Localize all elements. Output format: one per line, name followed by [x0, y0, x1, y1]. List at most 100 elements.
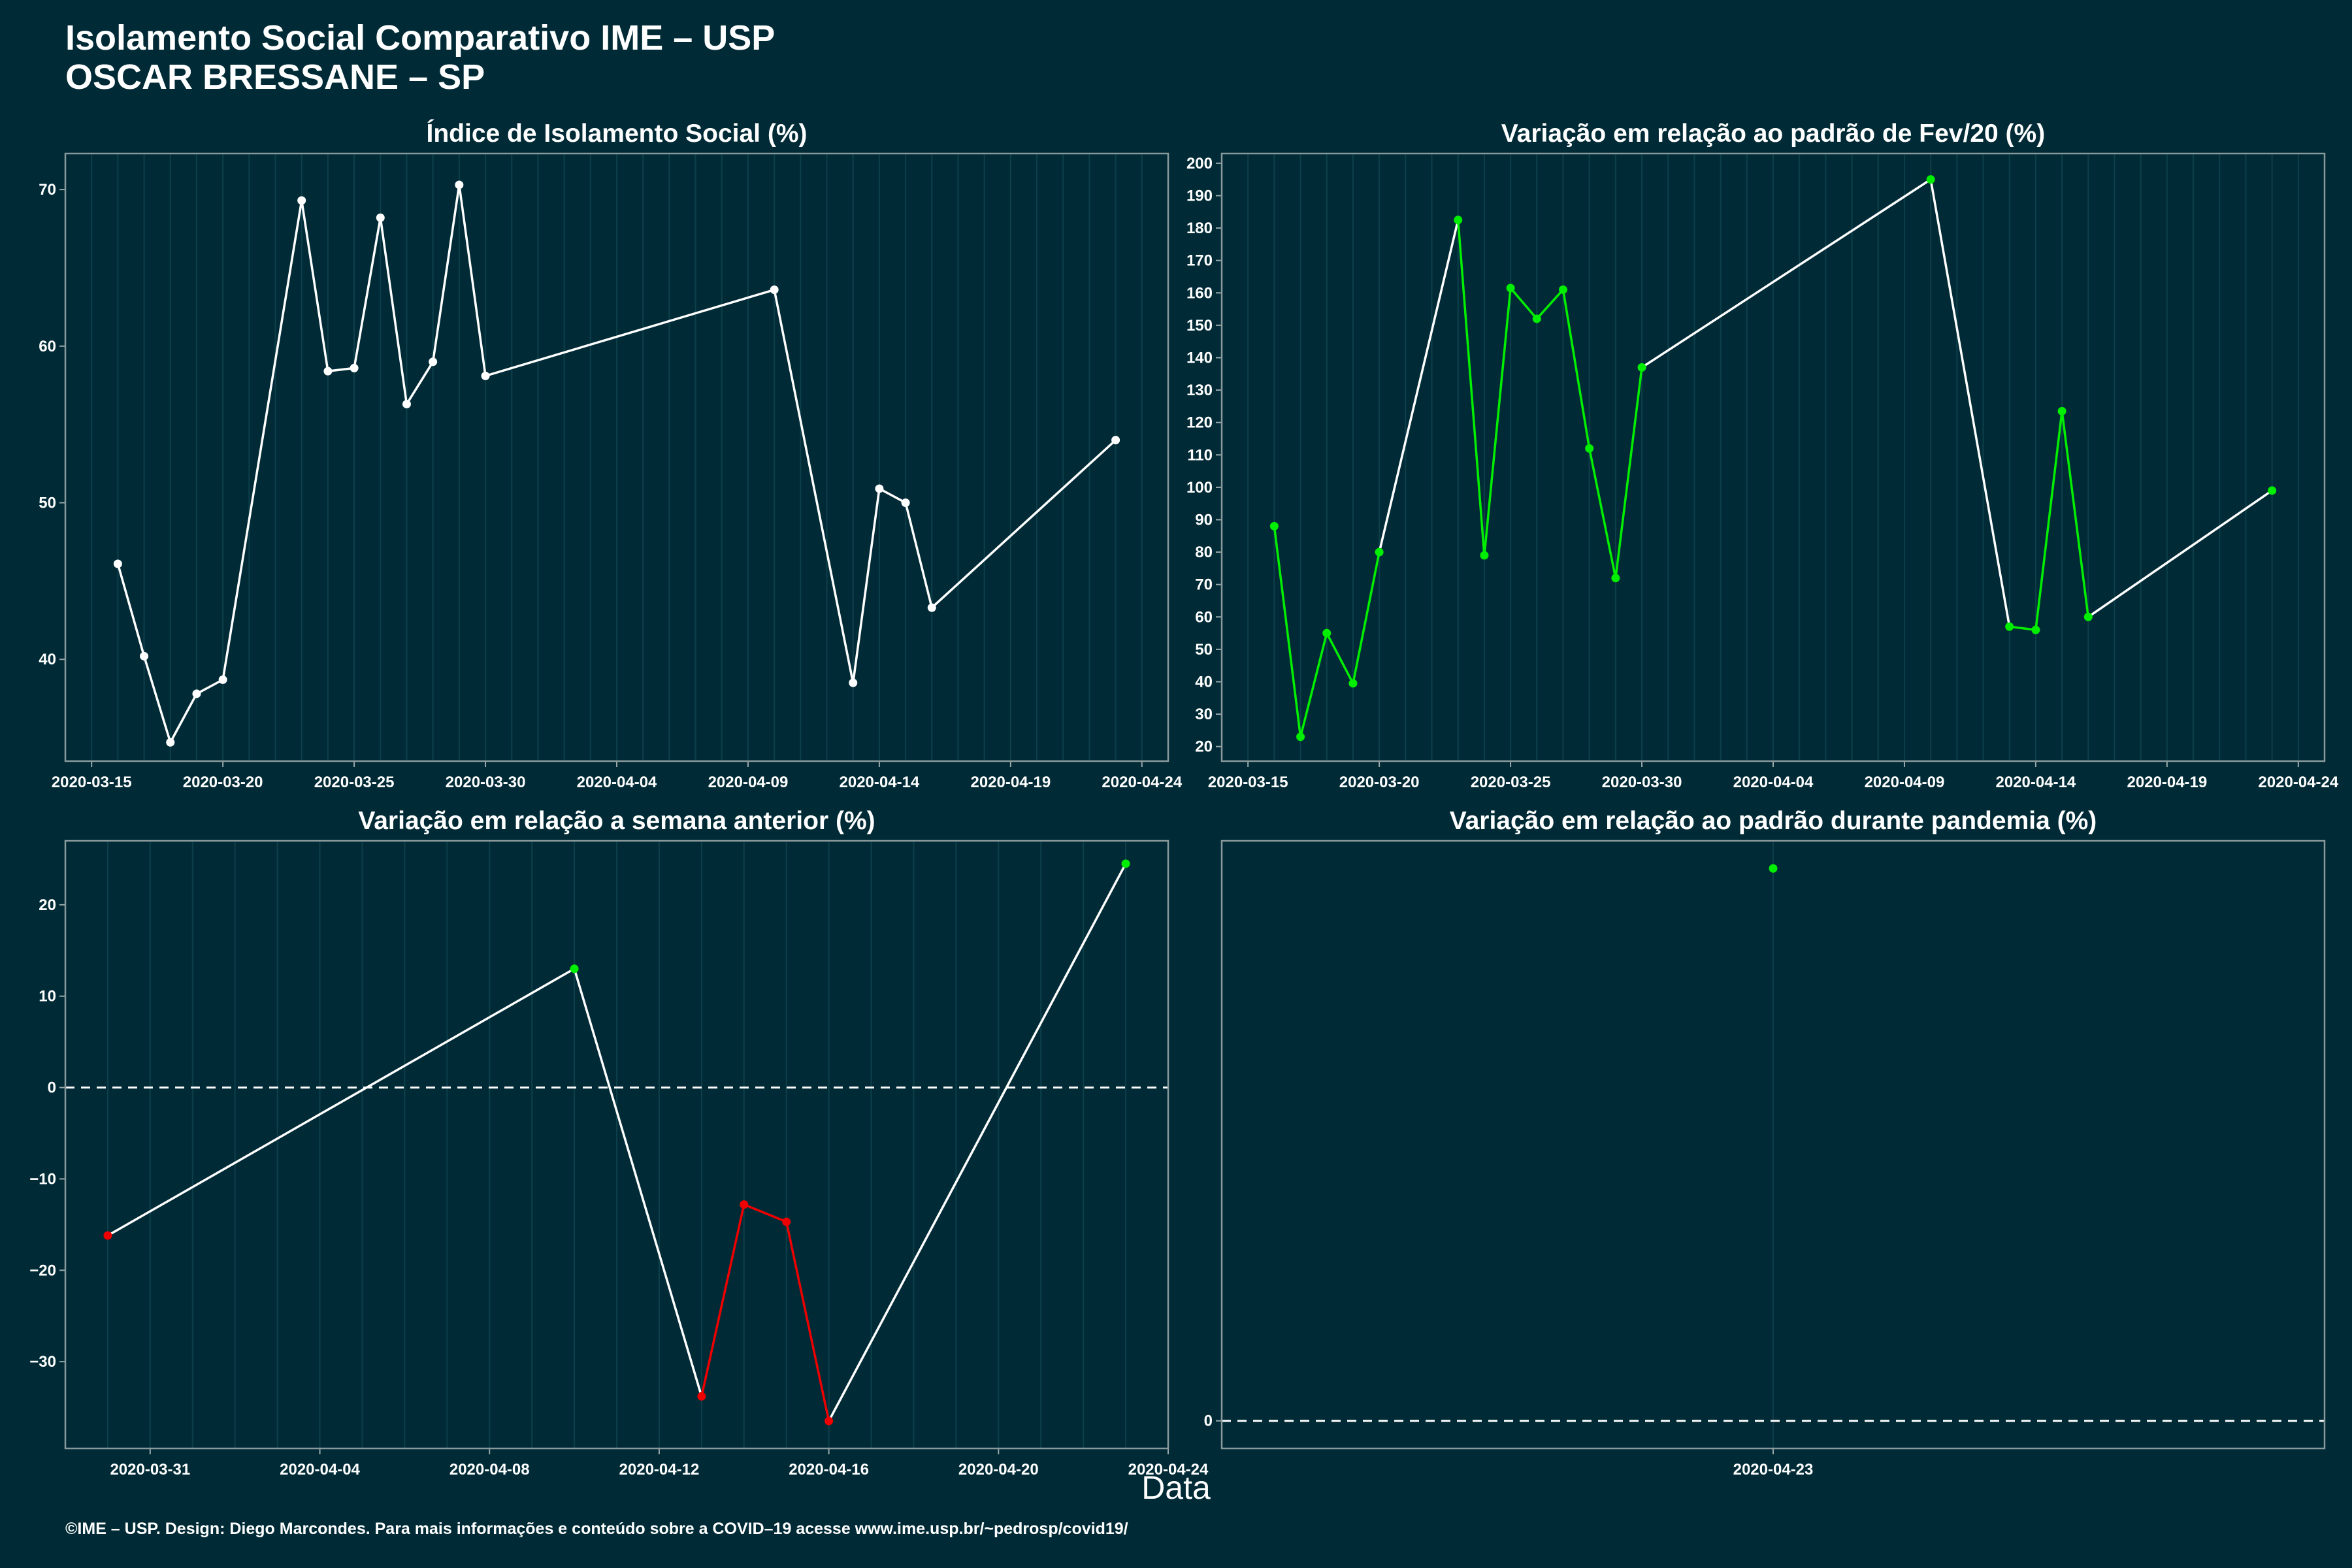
data-point	[1769, 864, 1778, 873]
series-segment	[1273, 525, 1302, 738]
series-segment	[878, 487, 907, 504]
data-point	[901, 498, 910, 508]
data-point	[2005, 622, 2014, 631]
y-tick-label: 180	[1186, 220, 1213, 237]
page-subtitle: OSCAR BRESSANE – SP	[65, 57, 485, 97]
data-point	[1296, 732, 1305, 742]
y-tick-label: 130	[1186, 382, 1213, 399]
x-axis-label: Data	[1141, 1469, 1211, 1506]
panel-border	[64, 840, 1169, 1450]
data-point	[1585, 444, 1594, 453]
series-segment	[1929, 178, 2011, 628]
y-tick-label: 50	[39, 495, 56, 512]
series-segment	[1378, 218, 1460, 553]
data-point	[113, 559, 122, 568]
x-tick-label: 2020-04-04	[280, 1461, 360, 1478]
y-tick-label: 110	[1187, 446, 1213, 464]
panel-title: Índice de Isolamento Social (%)	[427, 119, 808, 148]
series-segment	[1483, 287, 1512, 557]
panel-border	[64, 152, 1169, 762]
y-tick-label: 100	[1186, 479, 1213, 497]
data-point	[1454, 216, 1463, 225]
data-point	[849, 678, 858, 687]
data-point	[1121, 859, 1130, 868]
series-segment	[1641, 178, 1932, 369]
y-tick-label: 50	[1195, 641, 1213, 659]
x-tick-label: 2020-04-24	[2258, 774, 2338, 791]
data-point	[740, 1200, 749, 1209]
series-segment	[700, 1203, 745, 1398]
panel-border	[1220, 152, 2326, 762]
y-tick-label: 20	[1195, 738, 1213, 756]
series-segment	[431, 184, 461, 363]
y-tick-label: 20	[39, 896, 56, 914]
data-point	[1558, 285, 1567, 294]
y-tick-label: 70	[39, 181, 56, 199]
data-point	[402, 400, 411, 409]
series-segment	[195, 678, 224, 695]
x-tick-label: 2020-04-24	[1128, 1461, 1209, 1478]
y-tick-label: 60	[1195, 608, 1213, 626]
data-point	[782, 1217, 791, 1226]
x-tick-label: 2020-04-20	[958, 1461, 1039, 1478]
panel-title: Variação em relação ao padrão durante pa…	[1450, 807, 2097, 835]
data-point	[103, 1231, 112, 1240]
data-point	[2083, 612, 2093, 621]
data-point	[166, 738, 175, 747]
series-segment	[1299, 632, 1328, 738]
data-point	[1926, 175, 1935, 184]
y-tick-label: 140	[1186, 349, 1213, 367]
y-tick-label: 40	[39, 651, 56, 668]
data-point	[927, 603, 936, 612]
data-point	[1269, 521, 1279, 531]
y-tick-label: 0	[1204, 1413, 1213, 1430]
data-point	[770, 286, 779, 295]
series-segment	[573, 968, 703, 1398]
y-tick-label: 120	[1186, 414, 1213, 432]
data-point	[429, 357, 438, 367]
y-tick-label: 200	[1186, 155, 1213, 172]
data-point	[2057, 406, 2066, 416]
x-tick-label: 2020-04-14	[1996, 774, 2076, 791]
series-segment	[484, 288, 776, 378]
series-segment	[1588, 447, 1617, 580]
x-tick-label: 2020-04-09	[1865, 774, 1945, 791]
data-point	[1532, 314, 1541, 323]
data-point	[1637, 363, 1646, 372]
series-segment	[1614, 366, 1643, 580]
panel-title: Variação em relação ao padrão de Fev/20 …	[1501, 120, 2045, 148]
data-point	[875, 484, 884, 493]
y-tick-label: 0	[48, 1079, 56, 1097]
x-tick-label: 2020-03-20	[1339, 774, 1420, 791]
series-segment	[353, 216, 382, 370]
y-tick-label: 160	[1186, 284, 1213, 302]
series-segment	[785, 1220, 830, 1422]
data-point	[1111, 436, 1120, 445]
y-tick-label: 40	[1195, 673, 1213, 691]
series-segment	[1352, 551, 1380, 685]
page-title: Isolamento Social Comparativo IME – USP	[65, 18, 776, 57]
footer-credits: ©IME – USP. Design: Diego Marcondes. Par…	[65, 1520, 1128, 1538]
data-point	[1480, 551, 1489, 560]
series-segment	[116, 563, 146, 658]
series-segment	[327, 367, 355, 372]
series-segment	[405, 361, 434, 406]
y-tick-label: 60	[39, 338, 56, 355]
series-segment	[221, 199, 303, 681]
x-tick-label: 2020-03-15	[1208, 774, 1288, 791]
series-segment	[851, 487, 881, 684]
series-segment	[2008, 625, 2037, 631]
series-segment	[169, 693, 198, 743]
data-point	[2031, 625, 2040, 634]
data-point	[323, 367, 333, 376]
series-segment	[1509, 287, 1539, 320]
x-tick-label: 2020-03-15	[52, 774, 132, 791]
data-point	[218, 675, 227, 684]
x-tick-label: 2020-04-09	[708, 774, 789, 791]
data-point	[570, 964, 579, 973]
data-point	[376, 213, 385, 222]
data-point	[140, 651, 149, 661]
x-tick-label: 2020-04-16	[789, 1461, 869, 1478]
x-tick-label: 2020-04-24	[1102, 774, 1182, 791]
